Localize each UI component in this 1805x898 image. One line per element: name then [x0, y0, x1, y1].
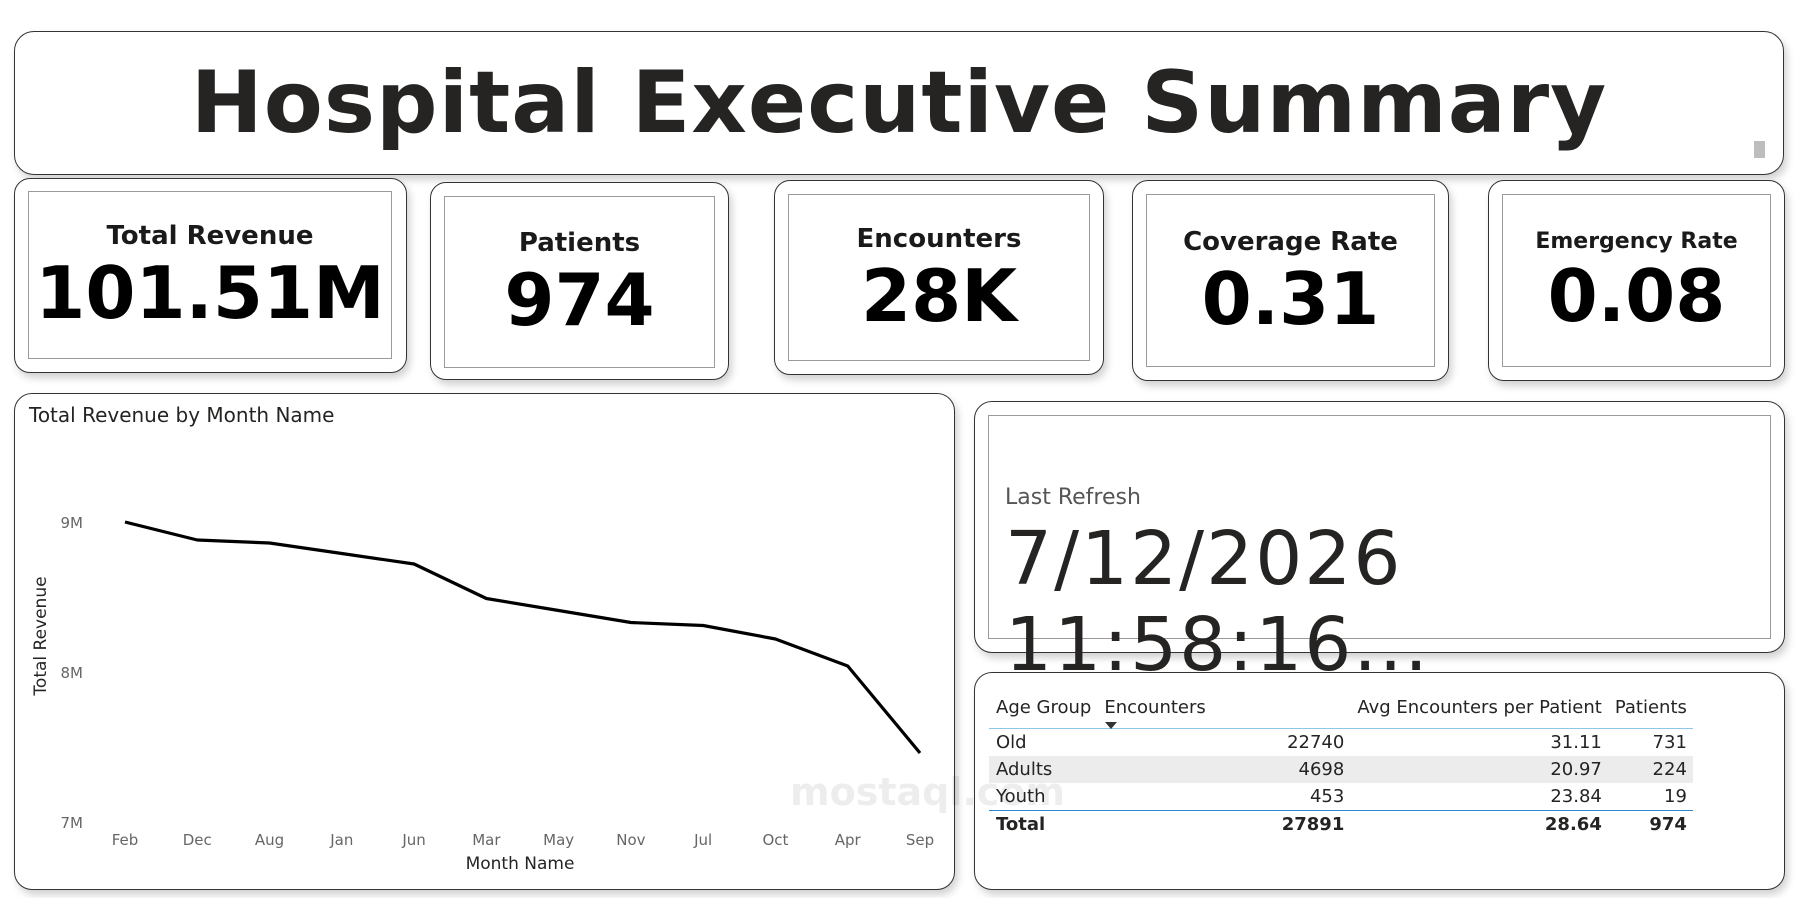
- kpi-value: 101.51M: [35, 251, 385, 335]
- revenue-series-line[interactable]: [124, 520, 922, 755]
- kpi-card-coverage-rate: Coverage Rate 0.31: [1132, 180, 1449, 381]
- col-header-encounters-label: Encounters: [1104, 697, 1206, 718]
- resize-handle-icon[interactable]: [1754, 141, 1765, 158]
- cell-age-group: Adults: [989, 756, 1098, 783]
- kpi-value: 0.08: [1547, 254, 1726, 338]
- cell-total-label: Total: [989, 810, 1098, 838]
- x-tick-label: Feb: [112, 831, 139, 849]
- cell-age-group: Youth: [996, 786, 1046, 807]
- cell-encounters: 453: [1309, 786, 1345, 807]
- x-tick-label: Nov: [616, 831, 645, 849]
- revenue-by-month-chart[interactable]: Total Revenue by Month Name 9M 8M 7M Feb Dec…: [14, 393, 955, 890]
- title-card: Hospital Executive Summary: [14, 31, 1784, 175]
- x-tick-label: Jun: [401, 831, 425, 849]
- x-axis-title: Month Name: [466, 854, 575, 874]
- kpi-value: 28K: [861, 253, 1017, 338]
- col-header-encounters[interactable]: Encounters: [1097, 689, 1351, 729]
- x-tick-label: Oct: [762, 831, 788, 849]
- cell-total-encounters: 27891: [1097, 810, 1351, 838]
- y-tick-label: 7M: [61, 814, 84, 832]
- x-tick-label: Jul: [693, 831, 712, 849]
- sort-descending-icon: [1105, 722, 1118, 729]
- kpi-label: Emergency Rate: [1535, 229, 1738, 254]
- cell-avg: 20.97: [1350, 756, 1608, 783]
- cell-encounters: 22740: [1287, 732, 1345, 753]
- age-group-table-card: Age Group Encounters Avg Encounters per …: [974, 672, 1785, 890]
- x-tick-label: Jan: [329, 831, 353, 849]
- y-axis-title: Total Revenue: [31, 576, 51, 696]
- x-tick-label: Mar: [472, 831, 501, 849]
- table-total-row: Total 27891 28.64 974: [989, 810, 1693, 838]
- cell-encounters: 4698: [1097, 756, 1351, 783]
- last-refresh-label: Last Refresh: [1005, 485, 1141, 510]
- table-row[interactable]: Youth 453 23.84 19: [989, 783, 1693, 811]
- x-tick-label: May: [543, 831, 574, 849]
- y-tick-label: 8M: [61, 664, 84, 682]
- age-group-table: Age Group Encounters Avg Encounters per …: [989, 689, 1693, 838]
- col-header-age-group[interactable]: Age Group: [989, 689, 1098, 729]
- kpi-card-emergency-rate: Emergency Rate 0.08: [1488, 180, 1785, 381]
- table-row[interactable]: Adults 4698 20.97 224: [989, 756, 1693, 783]
- y-tick-label: 9M: [61, 514, 84, 532]
- cell-total-avg: 28.64: [1350, 810, 1608, 838]
- kpi-label: Encounters: [856, 223, 1022, 254]
- kpi-label: Total Revenue: [106, 221, 314, 251]
- cell-total-patients: 974: [1607, 810, 1693, 838]
- col-header-avg-encounters[interactable]: Avg Encounters per Patient: [1350, 689, 1608, 729]
- last-refresh-card: Last Refresh 7/12/2026 11:58:16...: [974, 401, 1785, 688]
- chart-title: Total Revenue by Month Name: [29, 403, 335, 427]
- cell-age-group: Old: [996, 732, 1027, 753]
- cell-patients: 731: [1652, 732, 1687, 753]
- watermark-logo: mostaql.com: [790, 770, 1066, 814]
- line-chart[interactable]: 9M 8M 7M Feb Dec Aug Jan Jun Mar May Nov Jul Oct Apr S…: [15, 394, 956, 891]
- kpi-value: 0.31: [1201, 256, 1380, 341]
- table-header-row: Age Group Encounters Avg Encounters per …: [989, 689, 1693, 729]
- x-tick-label: Aug: [255, 831, 284, 849]
- cell-avg: 23.84: [1550, 786, 1602, 807]
- kpi-card-total-revenue: Total Revenue 101.51M: [14, 178, 407, 373]
- kpi-value: 974: [504, 258, 655, 342]
- kpi-label: Patients: [518, 228, 641, 258]
- x-tick-label: Apr: [835, 831, 862, 849]
- table-row[interactable]: Old 22740 31.11 731: [989, 729, 1693, 757]
- last-refresh-inner: Last Refresh 7/12/2026 11:58:16...: [988, 415, 1771, 688]
- cell-avg: 31.11: [1550, 732, 1602, 753]
- page-title: Hospital Executive Summary: [190, 53, 1608, 153]
- kpi-card-patients: Patients 974: [430, 182, 729, 380]
- col-header-patients[interactable]: Patients: [1607, 689, 1693, 729]
- cell-patients: 19: [1664, 786, 1687, 807]
- kpi-card-encounters: Encounters 28K: [774, 180, 1104, 375]
- cell-patients: 224: [1607, 756, 1693, 783]
- x-tick-label: Dec: [183, 831, 212, 849]
- x-tick-label: Sep: [906, 831, 934, 849]
- last-refresh-value: 7/12/2026 11:58:16...: [1005, 516, 1430, 688]
- kpi-label: Coverage Rate: [1183, 226, 1398, 257]
